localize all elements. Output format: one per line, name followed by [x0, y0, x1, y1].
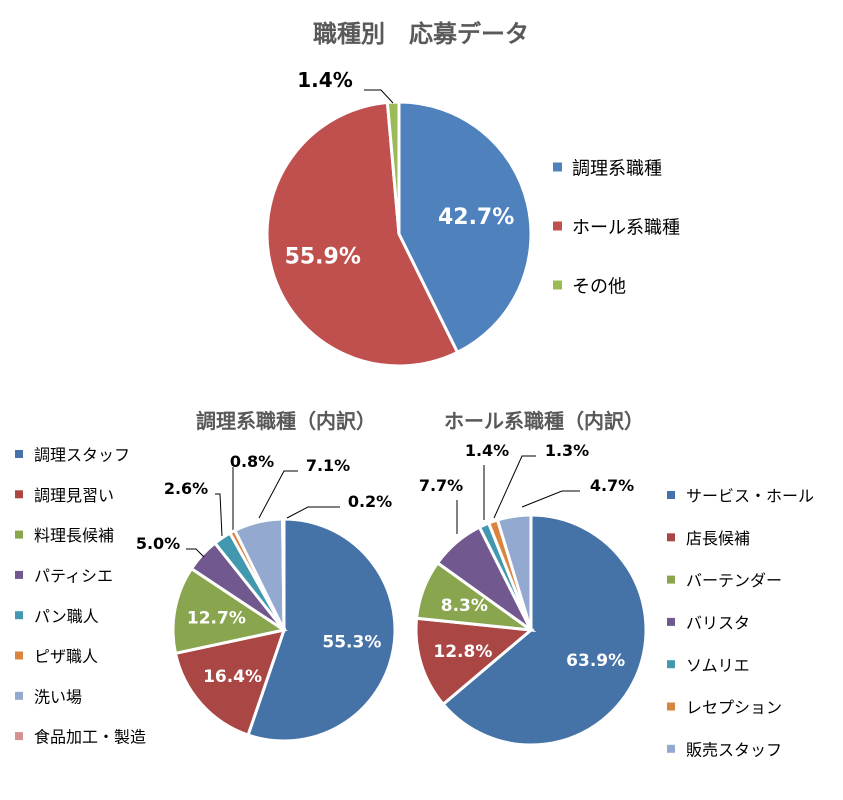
kitchen-legend-swatch-6: [15, 691, 23, 700]
hall-data-label-3: 7.7%: [419, 476, 463, 495]
kitchen-legend-swatch-1: [15, 490, 23, 499]
main-data-label-2: 1.4%: [297, 68, 352, 92]
kitchen-legend-label-1: 調理見習い: [34, 486, 114, 505]
chart-title-kitchen: 調理系職種（内訳）: [196, 409, 376, 433]
chart-title-main: 職種別 応募データ: [313, 20, 529, 48]
kitchen-data-label-5: 0.8%: [230, 452, 274, 471]
hall-slice-6: [495, 513, 533, 631]
kitchen-legend-label-3: パティシエ: [34, 567, 113, 586]
main-data-label-1: 55.9%: [285, 244, 361, 269]
main-legend-label-2: その他: [572, 276, 626, 297]
kitchen-data-label-7: 0.2%: [348, 492, 392, 511]
kitchen-slice-1: [173, 627, 287, 737]
hall-slice-1: [414, 616, 535, 707]
main-legend-swatch-2: [553, 280, 562, 290]
kitchen-leader-line-7: [286, 506, 340, 519]
hall-leader-line-6: [521, 490, 580, 508]
kitchen-data-label-4: 2.6%: [164, 479, 208, 498]
hall-data-label-5: 1.3%: [545, 441, 589, 460]
kitchen-leader-line-6: [258, 470, 298, 519]
hall-slice-0: [441, 513, 648, 747]
hall-legend-label-1: 店長候補: [686, 529, 750, 548]
hall-legend-label-3: バリスタ: [686, 614, 750, 633]
hall-legend-label-4: ソムリエ: [686, 656, 750, 675]
hall-data-label-6: 4.7%: [590, 476, 634, 495]
kitchen-slice-7: [281, 517, 286, 631]
kitchen-legend-swatch-7: [15, 732, 23, 741]
main-slice-0: [397, 100, 533, 355]
kitchen-legend-label-7: 食品加工・製造: [34, 728, 146, 747]
main-slice-1: [265, 100, 460, 368]
chart-title-hall: ホール系職種（内訳）: [444, 409, 644, 433]
main-data-label-0: 42.7%: [438, 205, 514, 230]
kitchen-legend-label-4: パン職人: [34, 607, 99, 626]
kitchen-data-label-0: 55.3%: [322, 632, 381, 652]
kitchen-legend-label-2: 料理長候補: [34, 526, 114, 545]
kitchen-legend-swatch-4: [15, 611, 23, 620]
hall-data-label-1: 12.8%: [433, 642, 492, 662]
kitchen-data-label-2: 12.7%: [187, 608, 246, 628]
kitchen-slice-2: [171, 566, 288, 656]
kitchen-legend-swatch-2: [15, 530, 23, 539]
kitchen-legend-swatch-0: [15, 450, 23, 458]
kitchen-legend-swatch-3: [15, 570, 23, 579]
main-leader-line-2: [364, 89, 394, 104]
hall-legend-swatch-0: [667, 491, 675, 499]
hall-data-label-0: 63.9%: [566, 651, 625, 671]
hall-data-label-2: 8.3%: [441, 596, 488, 616]
main-legend-swatch-1: [553, 221, 562, 231]
hall-legend-swatch-5: [667, 702, 675, 711]
kitchen-legend-swatch-5: [15, 651, 23, 660]
hall-legend-swatch-2: [667, 575, 675, 584]
hall-legend-swatch-1: [667, 533, 675, 542]
main-legend-label-0: 調理系職種: [572, 158, 662, 179]
hall-data-label-4: 1.4%: [465, 441, 509, 460]
kitchen-legend-label-5: ピザ職人: [34, 647, 98, 666]
kitchen-legend-label-0: 調理スタッフ: [34, 446, 130, 465]
hall-leader-line-5: [493, 455, 536, 519]
main-slice-2: [385, 100, 401, 235]
hall-legend-swatch-3: [667, 617, 675, 626]
hall-legend-swatch-6: [667, 744, 675, 753]
kitchen-data-label-1: 16.4%: [203, 667, 262, 687]
kitchen-data-label-3: 5.0%: [136, 534, 180, 553]
hall-legend-label-6: 販売スタッフ: [686, 740, 782, 759]
kitchen-legend-label-6: 洗い場: [34, 687, 82, 706]
kitchen-data-label-6: 7.1%: [306, 456, 350, 475]
hall-legend-label-0: サービス・ホール: [686, 487, 814, 506]
hall-legend-label-2: バーテンダー: [686, 571, 782, 590]
hall-legend-label-5: レセプション: [686, 698, 782, 717]
main-legend-label-1: ホール系職種: [572, 217, 680, 238]
main-legend-swatch-0: [553, 162, 562, 172]
hall-legend-swatch-4: [667, 660, 675, 669]
kitchen-leader-line-4: [215, 493, 223, 537]
kitchen-leader-line-3: [186, 548, 205, 558]
